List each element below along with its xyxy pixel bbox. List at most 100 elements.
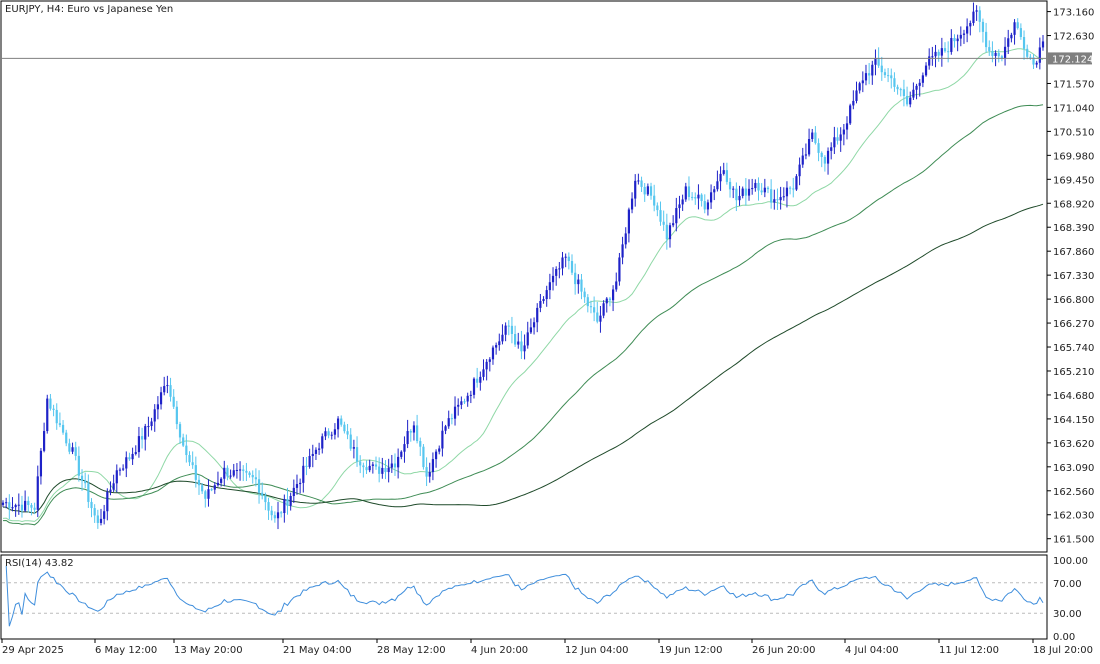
candle-body xyxy=(460,401,463,405)
candle-body xyxy=(204,491,207,499)
candle-body xyxy=(713,189,716,193)
candle-body xyxy=(378,466,381,474)
candle-body xyxy=(318,448,321,450)
candle-body xyxy=(517,341,520,345)
candle-body xyxy=(820,152,823,157)
candle-body xyxy=(144,426,147,440)
candle-body xyxy=(14,505,17,508)
candle-body xyxy=(637,180,640,182)
candle-body xyxy=(643,186,646,195)
candle-body xyxy=(605,298,608,304)
candle-body xyxy=(340,418,343,425)
candle-body xyxy=(251,474,254,478)
candle-body xyxy=(950,38,953,52)
candle-body xyxy=(232,470,235,476)
current-price-badge xyxy=(1048,52,1092,65)
candle-body xyxy=(883,72,887,76)
candle-body xyxy=(564,256,567,258)
candle-body xyxy=(283,499,286,514)
candle-body xyxy=(472,378,476,395)
candle-body xyxy=(479,376,482,383)
candle-body xyxy=(257,479,261,493)
candle-body xyxy=(694,197,697,199)
candle-body xyxy=(311,453,314,457)
candle-body xyxy=(469,394,472,396)
candle-body xyxy=(589,306,593,308)
candle-body xyxy=(852,100,855,106)
candle-body xyxy=(5,502,8,504)
candle-body xyxy=(30,505,33,508)
price-tick-label: 170.510 xyxy=(1053,127,1094,138)
candle-body xyxy=(520,341,523,352)
rsi-tick-label: 0.00 xyxy=(1053,632,1075,643)
candle-body xyxy=(732,188,735,190)
candle-body xyxy=(770,189,773,203)
candle-body xyxy=(526,332,529,346)
candle-body xyxy=(172,396,175,407)
candle-body xyxy=(349,434,352,449)
candle-body xyxy=(811,132,814,140)
candle-body xyxy=(393,463,397,468)
candle-body xyxy=(182,437,185,446)
candle-body xyxy=(270,510,273,516)
symbol-title: EURJPY, H4: Euro vs Japanese Yen xyxy=(5,4,173,15)
candle-body xyxy=(1013,22,1016,35)
candle-body xyxy=(760,190,763,193)
candle-body xyxy=(757,182,760,191)
candle-body xyxy=(918,82,921,86)
candle-body xyxy=(488,359,491,362)
price-tick-label: 164.150 xyxy=(1053,415,1094,426)
price-tick-label: 168.390 xyxy=(1053,223,1094,234)
candle-body xyxy=(934,51,937,57)
candle-body xyxy=(691,196,694,198)
candle-body xyxy=(109,489,112,492)
candle-body xyxy=(261,492,264,496)
candle-body xyxy=(953,38,956,42)
price-tick-label: 169.450 xyxy=(1053,175,1094,186)
candle-body xyxy=(532,322,536,328)
price-tick-label: 165.210 xyxy=(1053,367,1094,378)
candle-body xyxy=(722,170,725,174)
candle-body xyxy=(997,52,1000,57)
candlestick-series[interactable] xyxy=(1,2,1045,530)
candle-body xyxy=(33,507,36,510)
candle-body xyxy=(1041,41,1045,48)
ma-slow-line xyxy=(3,203,1044,514)
candle-body xyxy=(1010,34,1013,39)
candle-body xyxy=(463,401,466,403)
candle-body xyxy=(220,478,223,483)
candle-body xyxy=(68,443,71,452)
candle-body xyxy=(210,489,213,491)
candle-body xyxy=(422,446,425,468)
candle-body xyxy=(577,279,580,285)
candle-body xyxy=(20,504,24,511)
candle-body xyxy=(988,47,991,51)
candle-body xyxy=(61,424,65,433)
candle-body xyxy=(931,56,934,58)
candle-body xyxy=(817,143,820,153)
candle-body xyxy=(909,97,912,105)
candle-body xyxy=(975,10,978,12)
candle-body xyxy=(763,187,766,193)
candle-body xyxy=(235,469,239,471)
price-tick-label: 173.160 xyxy=(1053,8,1094,19)
candle-body xyxy=(343,424,346,432)
candle-body xyxy=(921,75,924,83)
candle-body xyxy=(801,155,804,165)
candle-body xyxy=(507,325,510,327)
candle-body xyxy=(668,225,672,240)
candle-body xyxy=(495,345,498,348)
candle-body xyxy=(438,448,441,452)
price-tick-label: 166.270 xyxy=(1053,319,1094,330)
candle-body xyxy=(381,467,384,474)
candle-body xyxy=(700,194,703,202)
candle-body xyxy=(823,156,826,164)
candle-body xyxy=(839,134,842,141)
candle-body xyxy=(830,147,833,151)
candle-body xyxy=(672,223,675,226)
time-tick-label: 18 Jul 20:00 xyxy=(1033,645,1093,656)
candle-body xyxy=(273,515,276,519)
price-tick-label: 172.630 xyxy=(1053,32,1094,43)
